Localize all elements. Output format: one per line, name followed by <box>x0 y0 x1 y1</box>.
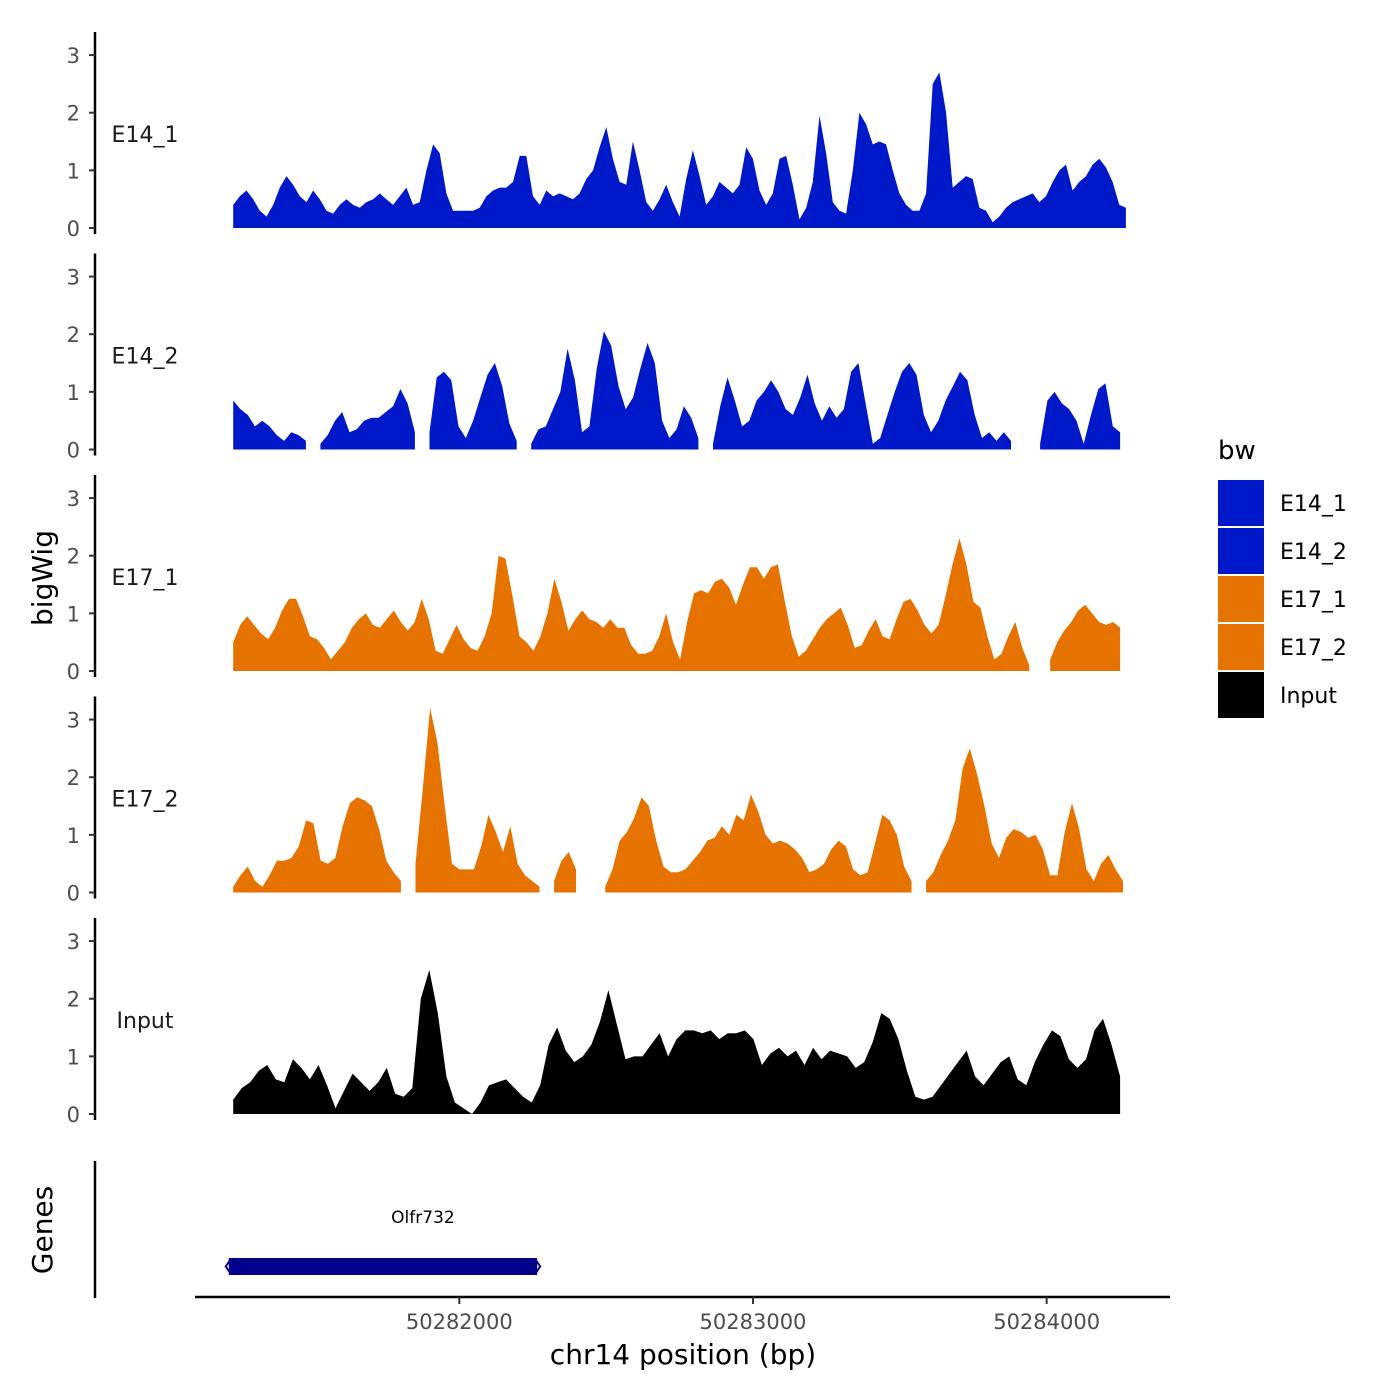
track-E17_2: 0 1 2 3 E17_2 <box>67 696 1123 906</box>
track-label: E17_2 <box>112 788 179 813</box>
y-tick-label: 3 <box>67 44 80 68</box>
signal-tracks: 0 1 2 3 E14_1 0 1 2 3 E14_2 0 1 2 3 E17_1 0 1 2 3 E17_2 0 1 2 3… <box>67 32 1126 1127</box>
genes-track: Olfr732 <box>93 1161 542 1298</box>
y-tick-label: 1 <box>67 824 80 848</box>
y-tick-label: 2 <box>67 545 80 569</box>
y-tick-label: 1 <box>67 159 80 183</box>
signal-area-E14_2 <box>531 331 699 450</box>
x-tick-label: 50282000 <box>406 1310 513 1334</box>
x-tick-label: 50283000 <box>700 1310 807 1334</box>
y-tick-label: 0 <box>67 1103 80 1127</box>
x-axis: 50282000 50283000 50284000 <box>195 1295 1170 1334</box>
legend-label: E17_1 <box>1280 588 1347 613</box>
genes-axis-title: Genes <box>26 1186 59 1274</box>
y-tick-label: 0 <box>67 882 80 906</box>
y-tick-label: 0 <box>67 439 80 463</box>
legend-title: bw <box>1218 436 1256 466</box>
legend-label: E17_2 <box>1280 636 1347 661</box>
track-label: E14_2 <box>112 345 179 370</box>
legend: bw E14_1 E14_2 E17_1 E17_2 Input <box>1218 436 1347 718</box>
y-tick-label: 1 <box>67 381 80 405</box>
strand-arrow-icon <box>534 1258 542 1275</box>
legend-key-E17_2 <box>1218 624 1264 670</box>
legend-label: E14_2 <box>1280 540 1347 565</box>
track-label: E17_1 <box>112 566 179 591</box>
y-tick-label: 3 <box>67 487 80 511</box>
legend-label: E14_1 <box>1280 492 1347 517</box>
track-Input: 0 1 2 3 Input <box>67 918 1121 1127</box>
legend-key-E14_1 <box>1218 480 1264 526</box>
legend-key-E17_1 <box>1218 576 1264 622</box>
signal-area-Input <box>233 969 1121 1114</box>
y-tick-label: 3 <box>67 930 80 954</box>
gene-body <box>228 1258 538 1275</box>
signal-area-E17_2 <box>554 852 576 893</box>
signal-area-E17_1 <box>1050 604 1121 671</box>
y-tick-label: 0 <box>67 217 80 241</box>
y-tick-label: 1 <box>67 602 80 626</box>
legend-key-Input <box>1218 672 1264 718</box>
track-E14_2: 0 1 2 3 E14_2 <box>67 253 1121 463</box>
y-tick-label: 3 <box>67 266 80 290</box>
y-tick-label: 1 <box>67 1045 80 1069</box>
signal-area-E14_2 <box>1040 383 1121 450</box>
y-tick-label: 2 <box>67 323 80 347</box>
track-label: E14_1 <box>112 123 179 148</box>
track-label: Input <box>117 1009 174 1034</box>
signal-area-E14_2 <box>233 400 306 450</box>
y-tick-label: 0 <box>67 660 80 684</box>
signal-area-E14_2 <box>320 389 415 450</box>
gene-label: Olfr732 <box>391 1208 455 1228</box>
signal-area-E17_2 <box>605 794 912 893</box>
signal-area-E17_2 <box>233 797 401 893</box>
track-E14_1: 0 1 2 3 E14_1 <box>67 32 1126 241</box>
legend-label: Input <box>1280 684 1337 709</box>
y-tick-label: 3 <box>67 709 80 733</box>
signal-area-E14_1 <box>233 72 1126 229</box>
x-tick-label: 50284000 <box>993 1310 1100 1334</box>
strand-arrow-icon <box>224 1258 232 1275</box>
track-E17_1: 0 1 2 3 E17_1 <box>67 475 1121 684</box>
signal-area-E17_1 <box>233 538 1030 671</box>
signal-area-E17_2 <box>926 748 1123 893</box>
y-tick-label: 2 <box>67 766 80 790</box>
y-axis-title: bigWig <box>26 530 59 626</box>
signal-area-E17_2 <box>415 708 540 893</box>
legend-key-E14_2 <box>1218 528 1264 574</box>
y-tick-label: 2 <box>67 988 80 1012</box>
signal-area-E14_2 <box>713 363 1011 450</box>
y-tick-label: 2 <box>67 102 80 126</box>
signal-area-E14_2 <box>429 363 517 450</box>
x-axis-title: chr14 position (bp) <box>550 1338 816 1371</box>
